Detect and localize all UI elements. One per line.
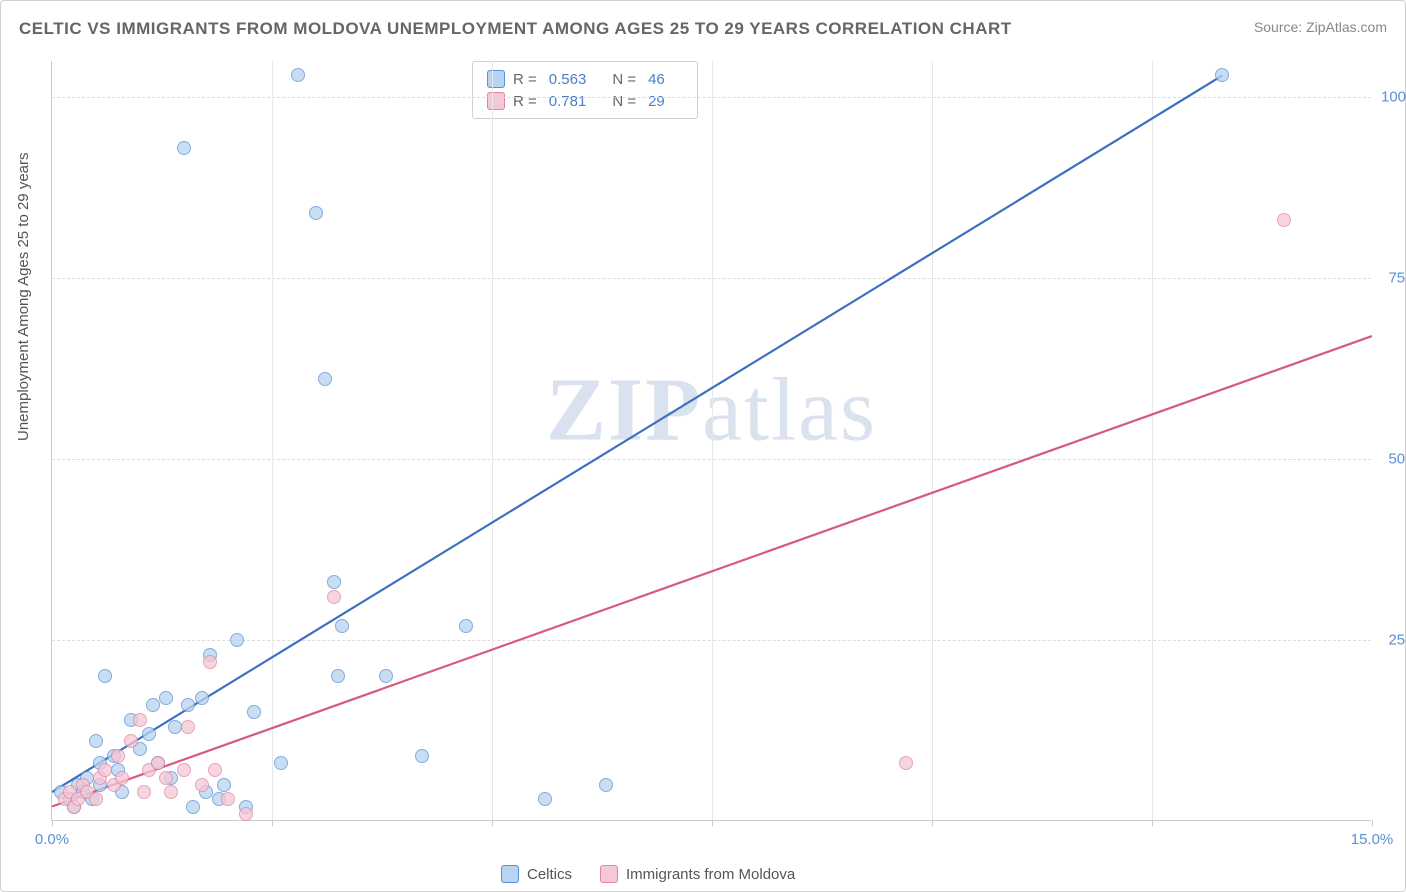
y-tick-label: 100.0% <box>1381 89 1406 106</box>
x-tick <box>932 820 933 826</box>
scatter-point <box>291 68 305 82</box>
y-tick-label: 75.0% <box>1381 270 1406 287</box>
scatter-point <box>151 756 165 770</box>
scatter-point <box>181 698 195 712</box>
watermark-text-2: atlas <box>702 361 877 460</box>
chart-container: CELTIC VS IMMIGRANTS FROM MOLDOVA UNEMPL… <box>0 0 1406 892</box>
y-axis-label: Unemployment Among Ages 25 to 29 years <box>15 152 32 441</box>
n-label: N = <box>612 71 636 88</box>
scatter-point <box>195 691 209 705</box>
r-label: R = <box>513 71 537 88</box>
scatter-point <box>195 778 209 792</box>
series-legend: Celtics Immigrants from Moldova <box>501 865 795 883</box>
n-value: 29 <box>648 93 665 110</box>
r-label: R = <box>513 93 537 110</box>
scatter-point <box>221 792 235 806</box>
x-tick-label: 15.0% <box>1351 831 1394 848</box>
gridline-v <box>712 61 713 820</box>
series-legend-label: Celtics <box>527 866 572 883</box>
scatter-point <box>159 771 173 785</box>
scatter-point <box>142 727 156 741</box>
scatter-point <box>335 619 349 633</box>
chart-title: CELTIC VS IMMIGRANTS FROM MOLDOVA UNEMPL… <box>19 19 1012 39</box>
legend-swatch <box>501 865 519 883</box>
scatter-point <box>98 763 112 777</box>
scatter-point <box>327 590 341 604</box>
watermark-text-1: ZIP <box>546 361 702 460</box>
correlation-legend-row: R = 0.563 N = 46 <box>487 68 683 90</box>
scatter-point <box>274 756 288 770</box>
scatter-point <box>137 785 151 799</box>
source-attribution: Source: ZipAtlas.com <box>1254 19 1387 35</box>
scatter-point <box>538 792 552 806</box>
r-value: 0.563 <box>549 71 587 88</box>
scatter-point <box>203 655 217 669</box>
series-legend-label: Immigrants from Moldova <box>626 866 795 883</box>
scatter-point <box>89 792 103 806</box>
scatter-point <box>133 713 147 727</box>
correlation-legend-row: R = 0.781 N = 29 <box>487 90 683 112</box>
gridline-v <box>1152 61 1153 820</box>
n-value: 46 <box>648 71 665 88</box>
trend-line <box>52 75 1222 792</box>
scatter-point <box>899 756 913 770</box>
scatter-point <box>146 698 160 712</box>
scatter-point <box>177 141 191 155</box>
x-tick <box>1372 820 1373 826</box>
scatter-point <box>318 372 332 386</box>
plot-area: ZIPatlas R = 0.563 N = 46 R = 0.781 N = … <box>51 61 1371 821</box>
scatter-point <box>181 720 195 734</box>
x-tick <box>1152 820 1153 826</box>
x-tick-label: 0.0% <box>35 831 69 848</box>
scatter-point <box>164 785 178 799</box>
n-label: N = <box>612 93 636 110</box>
legend-swatch <box>487 92 505 110</box>
legend-swatch <box>600 865 618 883</box>
y-tick-label: 25.0% <box>1381 632 1406 649</box>
series-legend-item: Immigrants from Moldova <box>600 865 795 883</box>
scatter-point <box>208 763 222 777</box>
gridline-v <box>492 61 493 820</box>
scatter-point <box>115 771 129 785</box>
scatter-point <box>379 669 393 683</box>
scatter-point <box>89 734 103 748</box>
legend-swatch <box>487 70 505 88</box>
y-tick-label: 50.0% <box>1381 451 1406 468</box>
scatter-point <box>177 763 191 777</box>
scatter-point <box>599 778 613 792</box>
scatter-point <box>111 749 125 763</box>
x-tick <box>52 820 53 826</box>
gridline-v <box>932 61 933 820</box>
x-tick <box>492 820 493 826</box>
series-legend-item: Celtics <box>501 865 572 883</box>
correlation-legend: R = 0.563 N = 46 R = 0.781 N = 29 <box>472 61 698 119</box>
scatter-point <box>247 705 261 719</box>
scatter-point <box>186 800 200 814</box>
r-value: 0.781 <box>549 93 587 110</box>
scatter-point <box>168 720 182 734</box>
scatter-point <box>1277 213 1291 227</box>
scatter-point <box>459 619 473 633</box>
scatter-point <box>1215 68 1229 82</box>
x-tick <box>712 820 713 826</box>
gridline-v <box>272 61 273 820</box>
scatter-point <box>327 575 341 589</box>
x-tick <box>272 820 273 826</box>
scatter-point <box>159 691 173 705</box>
scatter-point <box>415 749 429 763</box>
scatter-point <box>309 206 323 220</box>
scatter-point <box>98 669 112 683</box>
scatter-point <box>124 734 138 748</box>
scatter-point <box>230 633 244 647</box>
scatter-point <box>331 669 345 683</box>
scatter-point <box>217 778 231 792</box>
scatter-point <box>239 807 253 821</box>
